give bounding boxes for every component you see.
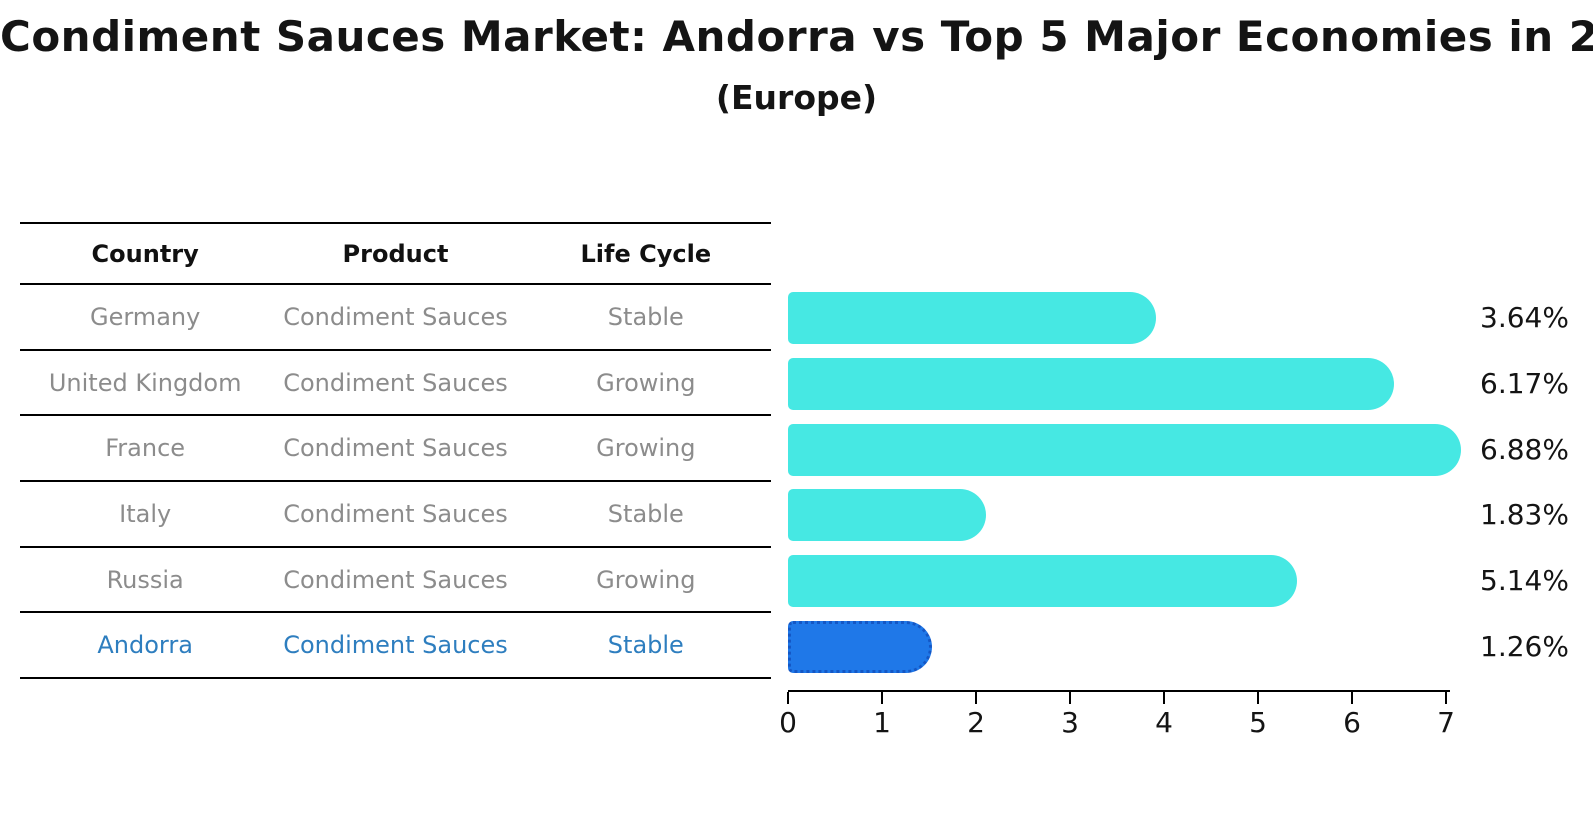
x-axis-line [788, 690, 1450, 692]
value-label: 3.64% [1480, 301, 1569, 335]
x-axis-tick [975, 692, 977, 704]
bar-row [788, 285, 1528, 351]
x-axis-tick [1445, 692, 1447, 704]
lifecycle-cell: Stable [607, 499, 684, 528]
country-table: Country Product Life Cycle Germany Condim… [20, 222, 771, 680]
product-cell: Condiment Sauces [283, 499, 508, 528]
x-axis-tick-label: 4 [1155, 706, 1173, 739]
table-row: France Condiment Sauces Growing [20, 416, 771, 483]
column-header-lifecycle: Life Cycle [580, 239, 712, 268]
bar-andorra [788, 620, 933, 673]
lifecycle-cell: Stable [607, 631, 684, 660]
lifecycle-cell: Growing [596, 368, 696, 397]
bar-germany [788, 292, 1157, 345]
table-row: Andorra Condiment Sauces Stable [20, 613, 771, 680]
chart-subtitle: (Europe) [715, 78, 878, 117]
column-header-product: Product [342, 239, 449, 268]
bar-row [788, 614, 1528, 680]
bar-italy [788, 489, 987, 542]
x-axis-tick-label: 0 [779, 706, 797, 739]
product-cell: Condiment Sauces [283, 434, 508, 463]
x-axis-tick [787, 692, 789, 704]
value-label: 6.17% [1480, 367, 1569, 401]
bar-united-kingdom [788, 358, 1394, 411]
x-axis-tick-label: 7 [1437, 706, 1455, 739]
value-label: 5.14% [1480, 564, 1569, 598]
x-axis-tick-label: 6 [1343, 706, 1361, 739]
country-cell: Italy [119, 499, 172, 528]
bar-plot [788, 285, 1528, 679]
lifecycle-cell: Growing [596, 565, 696, 594]
country-cell: Andorra [97, 631, 193, 660]
product-cell: Condiment Sauces [283, 631, 508, 660]
x-axis-tick [1257, 692, 1259, 704]
chart-title: Condiment Sauces Market: Andorra vs Top … [0, 12, 1593, 61]
table-row: Germany Condiment Sauces Stable [20, 285, 771, 351]
bar-france [788, 423, 1461, 476]
column-header-country: Country [91, 239, 199, 268]
lifecycle-cell: Stable [607, 302, 684, 331]
country-cell: France [105, 434, 186, 463]
table-row: Italy Condiment Sauces Stable [20, 482, 771, 548]
bar-russia [788, 555, 1298, 608]
country-cell: Germany [90, 302, 201, 331]
x-axis-tick [1351, 692, 1353, 704]
x-axis-tick-label: 1 [873, 706, 891, 739]
table-row: Russia Condiment Sauces Growing [20, 548, 771, 614]
product-cell: Condiment Sauces [283, 368, 508, 397]
x-axis-tick-label: 2 [967, 706, 985, 739]
product-cell: Condiment Sauces [283, 302, 508, 331]
value-label: 1.83% [1480, 498, 1569, 532]
x-axis: 0 1 2 3 4 5 6 7 [779, 690, 1455, 750]
x-axis-tick-label: 3 [1061, 706, 1079, 739]
value-label: 1.26% [1480, 629, 1569, 663]
bar-row [788, 417, 1528, 483]
country-cell: Russia [106, 565, 184, 594]
table-header-row: Country Product Life Cycle [20, 222, 771, 285]
product-cell: Condiment Sauces [283, 565, 508, 594]
x-axis-tick [1163, 692, 1165, 704]
country-cell: United Kingdom [48, 368, 242, 397]
x-axis-tick [1069, 692, 1071, 704]
x-axis-tick-label: 5 [1249, 706, 1267, 739]
x-axis-tick [881, 692, 883, 704]
lifecycle-cell: Growing [596, 434, 696, 463]
table-row: United Kingdom Condiment Sauces Growing [20, 351, 771, 417]
bar-row [788, 548, 1528, 614]
table-body: Germany Condiment Sauces Stable United King… [20, 285, 771, 680]
bar-row [788, 351, 1528, 417]
bar-row [788, 482, 1528, 548]
value-label: 6.88% [1480, 432, 1569, 466]
